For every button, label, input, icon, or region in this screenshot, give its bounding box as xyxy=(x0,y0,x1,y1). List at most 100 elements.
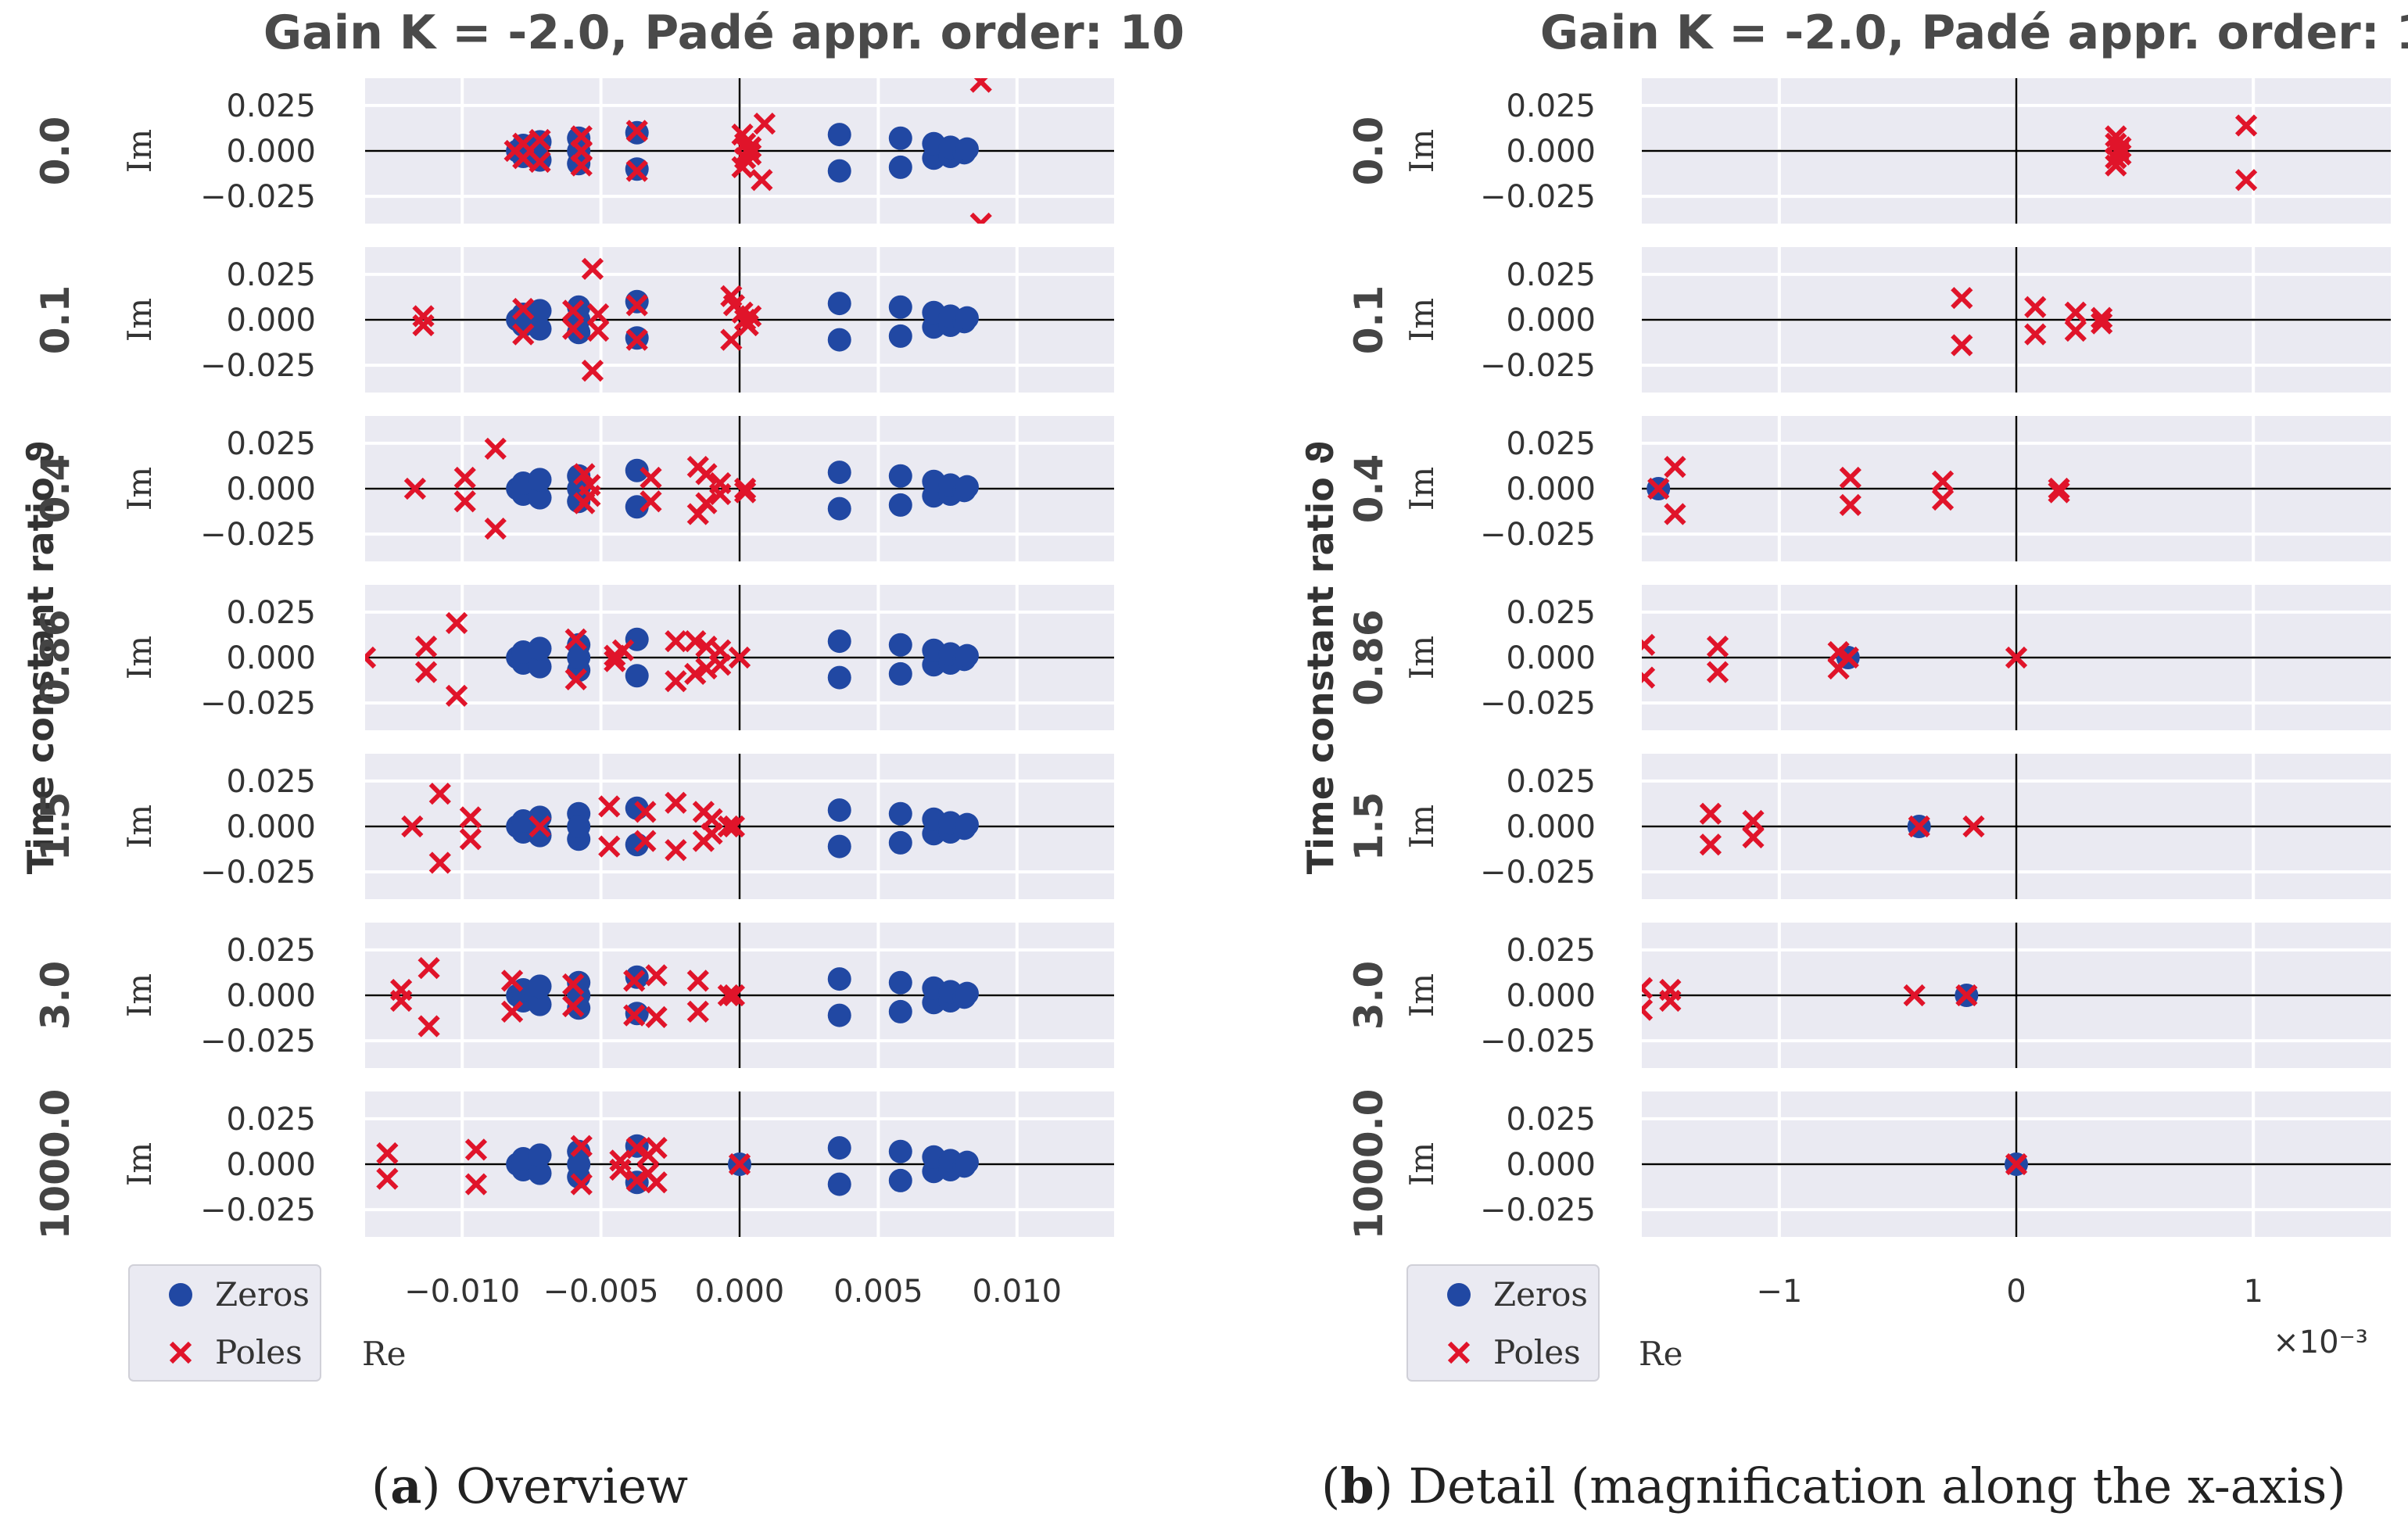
pole-point xyxy=(573,463,596,486)
im-axis-label: Im xyxy=(120,298,159,342)
pole-point xyxy=(1706,635,1729,658)
zero-point xyxy=(827,665,851,690)
zero-point xyxy=(827,798,851,823)
zero-point xyxy=(528,1161,552,1185)
markers xyxy=(503,78,992,224)
pole-point xyxy=(2024,323,2047,346)
y-axis-label: Time constant ratio ϑ xyxy=(1299,441,1342,875)
pole-point xyxy=(570,1134,593,1157)
row-label: 3.0 xyxy=(33,961,78,1031)
zero-point xyxy=(625,833,649,857)
pole-point xyxy=(728,646,751,669)
pole-point xyxy=(1742,809,1765,833)
pole-point xyxy=(2024,296,2047,318)
markers xyxy=(365,611,979,707)
zero-point xyxy=(528,992,552,1016)
pole-point xyxy=(1962,815,1985,838)
y-tick-label: 0.000 xyxy=(226,134,316,170)
subplot-row: −0.025 0.000 0.025 Im 1.5 xyxy=(1346,754,2391,899)
zero-point xyxy=(888,633,912,657)
pole-point xyxy=(453,490,476,513)
legend-zero-marker xyxy=(1447,1283,1471,1307)
pole-point xyxy=(1951,286,1973,310)
y-tick-label: 0.000 xyxy=(226,978,316,1014)
pole-point xyxy=(625,120,648,142)
im-axis-label: Im xyxy=(120,973,159,1017)
pole-point xyxy=(623,1004,646,1027)
y-tick-label: 0.000 xyxy=(1506,471,1596,507)
pole-point xyxy=(2234,169,2258,192)
pole-point xyxy=(645,1005,668,1029)
pole-point xyxy=(722,984,746,1007)
pole-point xyxy=(529,150,551,174)
pole-point xyxy=(2064,319,2087,342)
pole-point xyxy=(1931,488,1955,511)
pole-point xyxy=(564,668,587,691)
zero-point xyxy=(955,306,979,330)
subplot-row: −0.025 0.000 0.025 Im 0.86 xyxy=(33,585,1114,730)
y-tick-label: 0.025 xyxy=(1506,1102,1596,1138)
pole-point xyxy=(640,466,662,489)
pole-point xyxy=(1642,633,1656,656)
y-tick-label: −0.025 xyxy=(1480,1023,1596,1059)
pole-point xyxy=(645,1171,668,1194)
pole-point xyxy=(445,611,468,634)
zero-point xyxy=(888,126,912,150)
pole-point xyxy=(1706,661,1729,683)
im-axis-label: Im xyxy=(1403,1142,1441,1186)
x-tick-label: 1 xyxy=(2243,1274,2263,1310)
im-axis-label: Im xyxy=(120,129,159,173)
y-tick-label: 0.025 xyxy=(226,88,316,124)
pole-point xyxy=(459,828,482,851)
pole-point xyxy=(564,628,587,651)
y-tick-label: −0.025 xyxy=(1480,686,1596,722)
pole-point xyxy=(645,964,668,987)
y-tick-label: 0.000 xyxy=(226,1147,316,1183)
zero-point xyxy=(888,970,912,995)
zero-point xyxy=(888,155,912,179)
pole-point xyxy=(740,143,762,166)
pole-point xyxy=(1931,470,1955,493)
row-label: 0.1 xyxy=(1346,285,1392,355)
y-tick-label: 0.025 xyxy=(1506,426,1596,462)
pole-point xyxy=(717,815,740,838)
pole-point xyxy=(2091,312,2113,335)
zero-point xyxy=(888,999,912,1023)
pole-point xyxy=(665,839,687,862)
pole-point xyxy=(634,830,657,852)
subplot-row: −0.025 0.000 0.025 Im 1.5 xyxy=(33,754,1114,899)
zero-point xyxy=(827,1136,851,1160)
zero-point xyxy=(955,812,979,837)
x-tick-label: 0.010 xyxy=(973,1274,1062,1310)
pole-point xyxy=(665,670,687,693)
pole-point xyxy=(484,437,507,460)
pole-point xyxy=(464,1173,488,1195)
y-tick-label: −0.025 xyxy=(200,686,316,722)
zero-point xyxy=(827,496,851,521)
zero-point xyxy=(625,495,649,519)
zero-point xyxy=(955,643,979,668)
y-tick-label: 0.000 xyxy=(226,809,316,845)
pole-point xyxy=(733,477,757,500)
pole-point xyxy=(634,801,657,823)
x-tick-label: −0.010 xyxy=(404,1274,520,1310)
pole-point xyxy=(561,299,585,322)
pole-point xyxy=(1642,666,1656,689)
zero-point xyxy=(888,801,912,826)
zero-point xyxy=(888,295,912,319)
pole-point xyxy=(365,646,377,669)
y-tick-label: −0.025 xyxy=(200,1023,316,1059)
markers xyxy=(1699,802,1985,856)
zero-point xyxy=(955,137,979,161)
y-tick-label: −0.025 xyxy=(200,517,316,553)
pole-point xyxy=(645,1136,668,1160)
pole-point xyxy=(414,635,438,658)
pole-point xyxy=(512,323,535,346)
zero-point xyxy=(888,464,912,488)
pole-point xyxy=(512,132,535,155)
pole-point xyxy=(701,823,723,845)
y-tick-label: 0.025 xyxy=(226,1102,316,1138)
zero-point xyxy=(827,461,851,485)
pole-point xyxy=(753,113,776,135)
zero-point xyxy=(955,981,979,1005)
